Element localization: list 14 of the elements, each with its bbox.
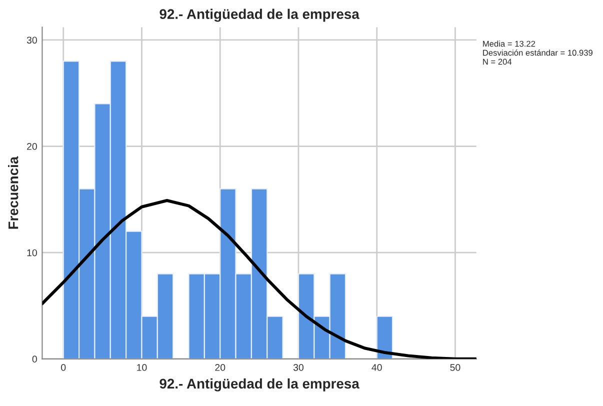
y-tick-label: 0 bbox=[32, 356, 37, 363]
x-tick-label: 30 bbox=[293, 364, 304, 371]
y-axis-title: Frecuencia bbox=[8, 156, 18, 229]
x-tick-label: 10 bbox=[137, 364, 147, 371]
chart-title: 92.- Antigüedad de la empresa bbox=[160, 8, 360, 22]
x-tick-label: 50 bbox=[450, 364, 460, 371]
x-tick-label: 40 bbox=[372, 364, 382, 371]
x-axis-title: 92.- Antigüedad de la empresa bbox=[160, 378, 360, 392]
text: Media = 13.22 Desviación estándar = 10.939 N = 204 bbox=[483, 40, 592, 65]
y-tick-label: 10 bbox=[27, 249, 37, 256]
x-tick-label: 20 bbox=[215, 364, 226, 371]
x-tick-label: 0 bbox=[61, 364, 66, 371]
y-tick-label: 20 bbox=[27, 143, 37, 150]
y-tick-label: 30 bbox=[26, 36, 37, 44]
